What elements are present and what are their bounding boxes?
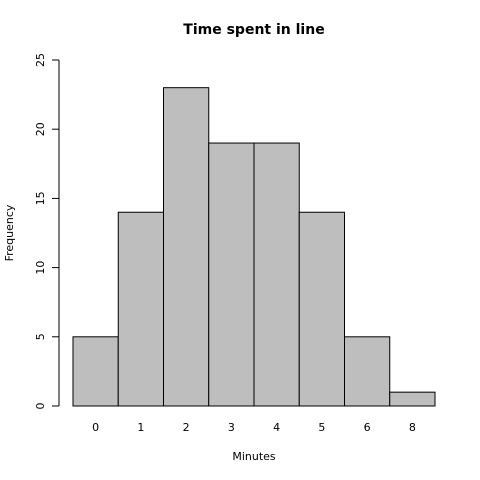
bar bbox=[117, 211, 164, 407]
x-tick-label: 0 bbox=[92, 421, 99, 434]
bar bbox=[298, 211, 345, 407]
x-tick-label: 5 bbox=[318, 421, 325, 434]
bar bbox=[72, 336, 119, 407]
x-tick-label: 2 bbox=[183, 421, 190, 434]
y-tick-label: 5 bbox=[34, 333, 47, 340]
y-tick-label: 0 bbox=[34, 403, 47, 410]
bar bbox=[389, 391, 436, 407]
x-tick-label: 3 bbox=[228, 421, 235, 434]
bar bbox=[208, 142, 255, 407]
x-tick-label: 8 bbox=[409, 421, 416, 434]
x-tick-label: 6 bbox=[364, 421, 371, 434]
y-tick-label: 20 bbox=[34, 122, 47, 136]
x-axis-title: Minutes bbox=[232, 450, 276, 463]
chart-title: Time spent in line bbox=[183, 22, 324, 38]
bar bbox=[163, 87, 210, 407]
y-axis-title: Frequency bbox=[3, 204, 16, 261]
y-tick-label: 10 bbox=[34, 261, 47, 275]
bar bbox=[344, 336, 391, 407]
x-tick-label: 1 bbox=[137, 421, 144, 434]
y-tick-label: 25 bbox=[34, 53, 47, 67]
bar bbox=[253, 142, 300, 407]
y-tick-label: 15 bbox=[34, 191, 47, 205]
x-tick-label: 4 bbox=[273, 421, 280, 434]
